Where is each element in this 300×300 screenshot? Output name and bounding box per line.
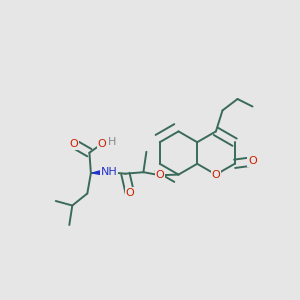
Text: O: O (125, 188, 134, 198)
Polygon shape (92, 169, 106, 175)
Text: O: O (155, 170, 164, 180)
Text: O: O (212, 169, 220, 180)
Text: O: O (98, 139, 106, 149)
Text: H: H (107, 137, 116, 147)
Text: O: O (248, 156, 257, 167)
Text: O: O (69, 139, 78, 149)
Text: NH: NH (100, 167, 117, 177)
